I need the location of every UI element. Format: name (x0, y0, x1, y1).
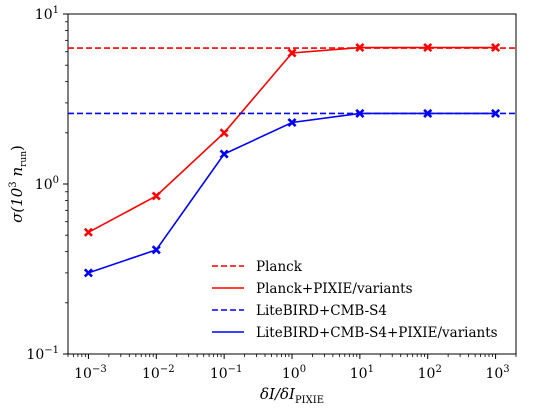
x-tick-label: 101 (350, 364, 374, 382)
legend-item: LiteBIRD+CMB-S4 (212, 303, 387, 319)
y-tick-label-exponent: 1 (53, 5, 59, 16)
legend-item: Planck (212, 259, 303, 275)
x-tick-label: 10−1 (210, 364, 243, 382)
series-litebird-cmb-s4-pixie-variants-point (423, 108, 433, 118)
x-tick-label-exponent: −2 (160, 364, 175, 375)
x-axis-label-sub: PIXIE (295, 395, 324, 406)
x-tick-label-exponent: 3 (503, 364, 509, 375)
x-axis-label-main: δI/δI (260, 385, 296, 403)
x-tick-label-exponent: −1 (228, 364, 243, 375)
series-planck-pixie-variants-point (287, 48, 297, 58)
series-planck-pixie-variants-point (151, 191, 161, 201)
x-axis-ticks: 10−3 10−2 10−1 100 101 102 103 (67, 354, 517, 382)
x-tick-label: 100 (282, 364, 306, 382)
series-planck-pixie-variants-point (219, 128, 229, 138)
x-tick-label: 10−3 (74, 364, 107, 382)
y-tick-label-base: 10 (35, 7, 53, 23)
x-tick-label: 103 (485, 364, 509, 382)
y-tick-label: 101 (35, 5, 59, 23)
legend-item: LiteBIRD+CMB-S4+PIXIE/variants (212, 325, 498, 341)
legend-item: Planck+PIXIE/variants (212, 281, 413, 297)
y-axis-label-mid: n (8, 167, 26, 181)
series-planck-pixie-variants-point (423, 43, 433, 53)
series-litebird-cmb-s4-pixie-variants-point (151, 245, 161, 255)
y-tick-label-exponent: 0 (53, 175, 59, 186)
y-axis-label: σ(103 nrun) (8, 145, 29, 223)
legend: Planck Planck+PIXIE/variants LiteBIRD+CMB-… (212, 259, 498, 341)
series-layer (68, 43, 516, 278)
x-tick-label: 102 (418, 364, 442, 382)
x-tick-label-base: 10 (74, 366, 92, 382)
series-litebird-cmb-s4-pixie-variants-line (88, 112, 496, 274)
legend-label: Planck+PIXIE/variants (256, 281, 413, 297)
y-tick-label: 10−1 (26, 345, 59, 363)
x-tick-label-base: 10 (485, 366, 503, 382)
series-litebird-cmb-s4-pixie-variants-point (287, 117, 297, 128)
x-tick-label-exponent: 1 (368, 364, 374, 375)
legend-label: LiteBIRD+CMB-S4 (256, 303, 387, 319)
x-tick-label-exponent: 2 (435, 364, 441, 375)
x-tick-label-base: 10 (282, 366, 300, 382)
y-axis-label-sup: 3 (8, 181, 19, 187)
x-tick-label-exponent: −3 (92, 364, 107, 375)
x-tick-label-base: 10 (142, 366, 160, 382)
y-axis-label-sub: run (19, 151, 29, 167)
series-litebird-cmb-s4-pixie-variants-point (491, 108, 501, 118)
x-axis-label: δI/δIPIXIE (260, 385, 324, 406)
series-planck-pixie-variants-line (88, 46, 496, 233)
series-litebird-cmb-s4-pixie-variants-point (355, 108, 365, 118)
x-tick-label: 10−2 (142, 364, 175, 382)
series-litebird-cmb-s4-pixie-variants-point (83, 268, 93, 278)
x-tick-label-base: 10 (350, 366, 368, 382)
x-tick-label-exponent: 0 (300, 364, 306, 375)
y-axis-label-post: ) (8, 145, 26, 151)
x-tick-label-base: 10 (210, 366, 228, 382)
y-tick-label-exponent: −1 (44, 345, 59, 356)
y-tick-label: 100 (35, 175, 59, 193)
x-tick-label-base: 10 (418, 366, 436, 382)
series-litebird-cmb-s4-pixie-variants-point (219, 149, 229, 159)
y-tick-label-base: 10 (35, 177, 53, 193)
series-planck-pixie-variants-point (355, 43, 365, 53)
legend-label: LiteBIRD+CMB-S4+PIXIE/variants (256, 325, 498, 341)
legend-label: Planck (256, 259, 303, 275)
series-planck-pixie-variants-point (491, 43, 501, 53)
y-tick-label-base: 10 (26, 347, 44, 363)
y-axis-label-pre: σ(10 (8, 187, 26, 223)
series-planck-pixie-variants-point (83, 227, 93, 237)
